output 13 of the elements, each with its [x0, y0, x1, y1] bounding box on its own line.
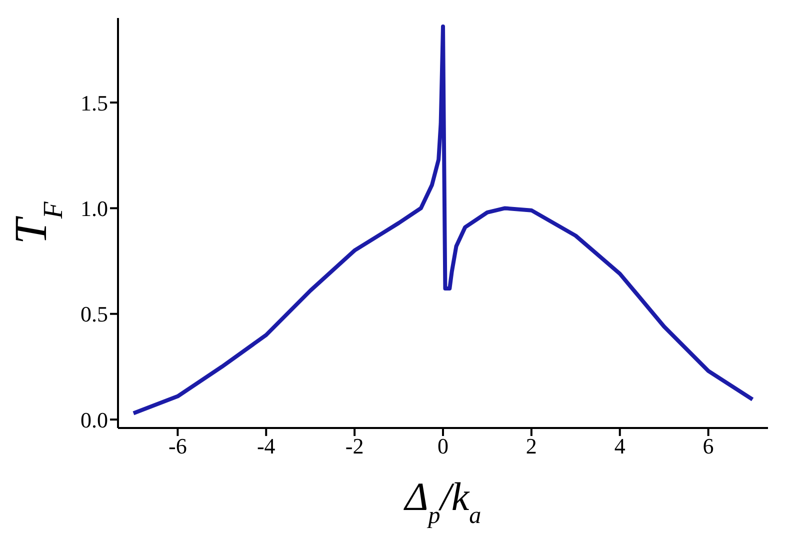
x-tick-label: 6 [702, 434, 714, 459]
x-axis-title: Δ$_{p}$/k$_{a}$ [402, 474, 482, 529]
x-tick-label: -4 [256, 434, 276, 459]
x-tick-label: 0 [438, 434, 448, 459]
y-tick-label: 0.5 [80, 302, 108, 327]
x-tick-label: -2 [345, 434, 364, 459]
x-tick-label: 4 [614, 434, 626, 459]
y-tick-label: 0.0 [80, 407, 108, 432]
x-tick-label: -6 [168, 434, 187, 459]
line-series [131, 24, 755, 416]
y-tick-label: 1.0 [80, 196, 108, 222]
y-tick-label: 1.5 [80, 90, 108, 116]
x-tick-label: 2 [526, 434, 537, 459]
